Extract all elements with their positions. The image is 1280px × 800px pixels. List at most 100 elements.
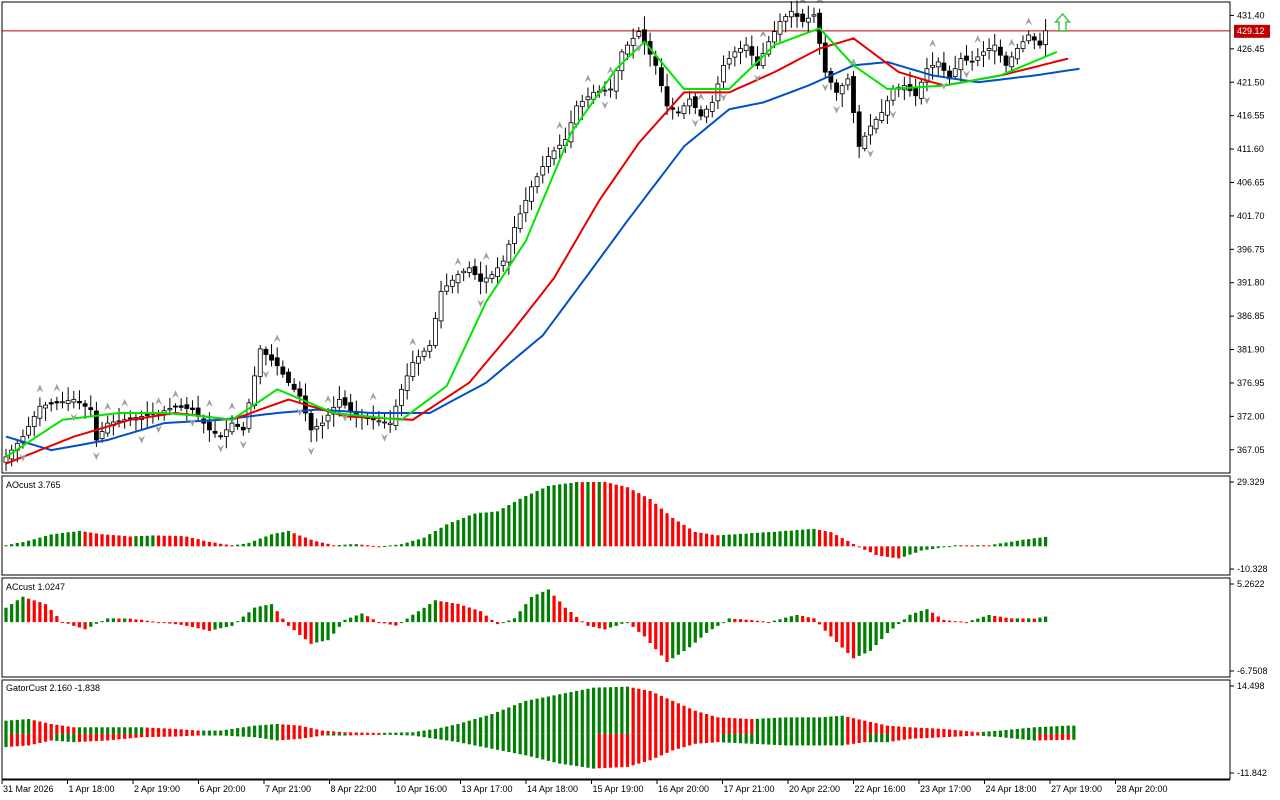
ac-bar [241,616,245,623]
bear-candle-body [1037,40,1043,46]
gator-lower-bar [829,733,833,746]
candle [99,421,105,443]
ao-bar [286,530,291,547]
gator-upper-bar [354,732,358,734]
gator-lower-bar [580,733,584,767]
gator-lower-bar [891,733,895,742]
gator-upper-bar [360,732,364,734]
ac-bar [315,622,319,643]
gator-upper-bar [140,727,144,734]
bear-candle-body [184,404,190,409]
ac-bar [32,600,36,623]
gator-upper-bar [292,725,296,734]
ac-bar [823,622,827,631]
gator-lower-bar [377,733,381,735]
bull-candle-body [444,285,450,292]
gator-lower-bar [484,733,488,748]
gator-upper-bar [665,698,669,734]
alligator-teeth-line [5,37,1069,465]
gator-lower-bar [298,733,302,739]
ao-bar [501,508,505,547]
ac-bar [665,622,669,662]
bull-candle-body [890,88,896,101]
gator-upper-bar [688,708,692,734]
candle [82,400,88,419]
ac-bar [303,622,308,640]
ao-bar [371,545,375,547]
ao-bar [851,544,856,547]
gator-panel[interactable]: 14.498 -11.842 [4,681,1267,778]
ao-bar [416,539,421,547]
candle [1043,19,1048,58]
ac-bar [575,616,579,623]
ac-bar [247,612,251,623]
gator-upper-bar [761,718,765,734]
price-panel[interactable]: 431.40 426.45 421.50 416.55 411.60 406.65 401.… [2,0,1265,472]
ao-bar [490,511,494,547]
bull-candle-body [500,260,506,266]
time-tick-label: 31 Mar 2026 [3,784,54,794]
candle [1009,51,1015,72]
ac-bar [897,622,901,625]
gator-upper-bar [569,692,573,734]
ao-bar [541,488,545,547]
gator-upper-bar [490,714,494,734]
gator-lower-bar [202,733,206,736]
ao-frame [1,475,1231,576]
gator-upper-bar [942,728,946,734]
gator-lower-bar [716,733,720,743]
gator-lower-bar [524,733,528,756]
fractal-down-icon [821,83,829,92]
candle [834,79,839,101]
ao-panel[interactable]: 29.329 -10.328 [4,477,1268,574]
ao-bar [897,546,901,559]
gator-lower-bar [1044,733,1048,741]
ao-bar [332,545,336,547]
gator-lower-bar [710,733,714,743]
gator-lower-bar [4,733,8,748]
candle [811,7,817,23]
ac-bar [840,622,844,648]
ac-panel[interactable]: 5.2622 -6.7508 [4,579,1268,676]
candle [896,83,902,98]
gator-upper-bar [151,727,155,734]
gator-upper-bar [156,728,161,734]
ao-bar [4,545,8,547]
bull-candle-body [105,422,111,434]
candle [766,35,772,57]
ac-bar [744,619,748,623]
gator-lower-bar [518,733,522,755]
gator-upper-bar [738,718,743,734]
gator-lower-bar [27,733,31,746]
bull-candle-body [805,17,811,23]
ac-tick-label: -6.7508 [1237,666,1268,676]
alligator-jaw-line [5,60,1080,452]
gator-upper-bar [377,732,381,734]
gator-upper-bar [575,690,579,734]
gator-upper-bar [959,730,963,734]
ao-bar [936,546,940,549]
gator-lower-bar [162,733,166,737]
bull-candle-body [721,64,726,83]
ao-bar [213,542,217,547]
gator-lower-bar [428,733,432,739]
gator-upper-bar [1027,727,1031,734]
ao-bar [784,530,788,547]
gator-upper-bar [558,694,562,734]
candle [941,51,947,77]
gator-lower-bar [648,733,652,761]
gator-lower-bar [569,733,573,766]
candle [687,90,693,115]
gator-lower-bar [733,733,737,743]
gator-lower-bar [117,733,121,740]
gator-lower-bar [682,733,686,748]
bull-candle-body [325,414,331,422]
bull-candle-body [738,48,743,53]
candle [54,396,60,411]
gator-lower-bar [699,733,703,744]
ao-bar [128,536,132,547]
candle [540,155,546,184]
candle [947,65,952,85]
bear-candle-body [969,60,975,63]
